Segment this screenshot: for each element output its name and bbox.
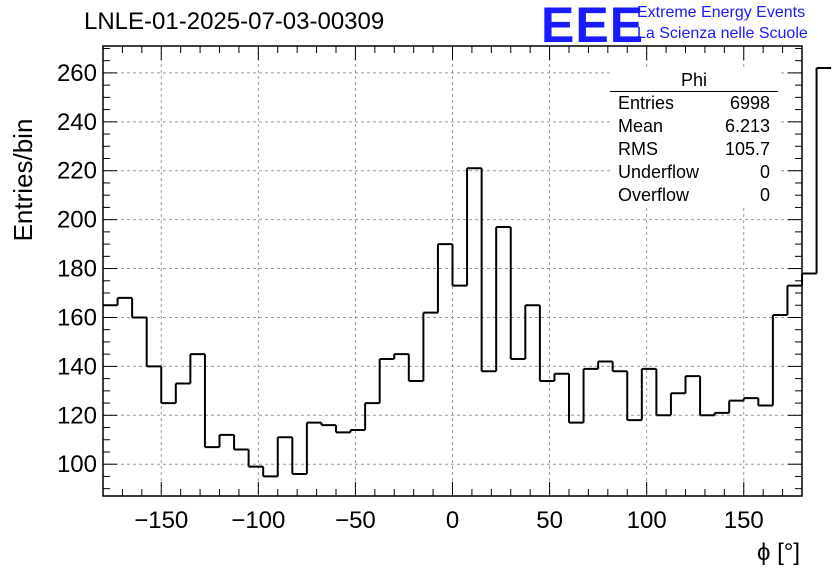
histogram-series bbox=[103, 67, 832, 478]
histogram-bin bbox=[495, 225, 511, 372]
histogram-bin bbox=[233, 434, 249, 451]
histogram-bin bbox=[291, 437, 307, 475]
y-axis-label: Entries/bin bbox=[8, 119, 38, 242]
x-axis-label: ϕ [°] bbox=[757, 539, 800, 566]
histogram-bin bbox=[276, 436, 293, 477]
stats-label: RMS bbox=[618, 139, 658, 159]
histogram-bin bbox=[320, 422, 336, 427]
y-tick-label: 180 bbox=[57, 256, 97, 283]
histogram-bin bbox=[393, 353, 409, 360]
stats-value: 0 bbox=[759, 185, 770, 205]
histogram-bin bbox=[451, 244, 468, 287]
y-tick-label: 160 bbox=[57, 304, 97, 331]
histogram-bin bbox=[160, 366, 176, 405]
stats-label: Underflow bbox=[618, 162, 700, 182]
x-tick-label: −100 bbox=[231, 507, 285, 534]
histogram-bin bbox=[203, 354, 220, 449]
eee-logo: EEE bbox=[541, 0, 645, 53]
histogram-bin bbox=[335, 425, 351, 434]
chart-title: LNLE-01-2025-07-03-00309 bbox=[84, 8, 385, 35]
histogram-bin bbox=[771, 314, 788, 406]
histogram-bin bbox=[713, 411, 730, 416]
stats-row-rms: RMS 105.7 bbox=[610, 138, 778, 161]
stats-value: 6998 bbox=[729, 93, 770, 113]
x-tick-label: 0 bbox=[446, 507, 459, 534]
y-tick-label: 120 bbox=[57, 402, 97, 429]
stats-row-overflow: Overflow 0 bbox=[610, 184, 778, 207]
histogram-bin bbox=[174, 382, 191, 404]
y-tick-label: 240 bbox=[57, 109, 97, 136]
histogram-bin bbox=[815, 67, 832, 274]
histogram-bin bbox=[436, 243, 453, 313]
histogram-bin bbox=[640, 367, 657, 421]
histogram-bin bbox=[131, 297, 147, 319]
histogram-bin bbox=[611, 361, 628, 373]
x-tick-label: −150 bbox=[134, 507, 188, 534]
y-tick-label: 220 bbox=[57, 158, 97, 185]
histogram-bin bbox=[116, 296, 133, 306]
histogram-bin bbox=[480, 168, 497, 373]
eee-tagline-1: Extreme Energy Events bbox=[637, 4, 806, 21]
histogram-bin bbox=[801, 272, 817, 286]
y-tick-label: 140 bbox=[57, 353, 97, 380]
histogram-bin bbox=[538, 305, 555, 383]
histogram-bin bbox=[728, 399, 744, 413]
stats-value: 0 bbox=[759, 162, 770, 182]
stats-label: Overflow bbox=[618, 185, 690, 205]
histogram-bin bbox=[349, 428, 366, 433]
histogram-bin bbox=[247, 449, 264, 468]
histogram-bin bbox=[466, 167, 482, 286]
stats-label: Entries bbox=[618, 93, 675, 113]
x-tick-label: 50 bbox=[536, 507, 563, 534]
stats-box: Phi Entries 6998 Mean 6.213 RMS 105.7 Un… bbox=[610, 69, 778, 207]
histogram-bin bbox=[655, 368, 671, 417]
stats-value: 6.213 bbox=[724, 116, 770, 136]
y-tick-label: 200 bbox=[57, 207, 97, 234]
histogram-bin bbox=[262, 466, 278, 478]
stats-row-entries: Entries 6998 bbox=[610, 92, 778, 115]
histogram-bin bbox=[407, 354, 424, 383]
histogram-bin bbox=[218, 433, 235, 448]
stats-title: Phi bbox=[610, 69, 778, 92]
histogram-bin bbox=[597, 360, 613, 369]
eee-tagline-2: La Scienza nelle Scuole bbox=[637, 25, 808, 42]
histogram-bin bbox=[742, 397, 759, 401]
histogram-bin bbox=[422, 311, 438, 382]
histogram-bin bbox=[189, 353, 205, 384]
y-tick-label: 260 bbox=[57, 60, 97, 87]
histogram-bin bbox=[509, 226, 526, 361]
axis-ticks bbox=[102, 46, 803, 496]
histogram-bin bbox=[524, 304, 540, 360]
histogram-bin bbox=[145, 317, 162, 368]
histogram-bin bbox=[786, 284, 802, 316]
histogram-bin bbox=[378, 358, 395, 404]
tick-labels: −150 −100 −50 0 50 100 150 100 120 140 160 180 200 22… bbox=[57, 60, 764, 534]
histogram-bin bbox=[568, 373, 584, 424]
histogram-bin bbox=[669, 392, 686, 416]
stats-row-mean: Mean 6.213 bbox=[610, 115, 778, 138]
stats-row-underflow: Underflow 0 bbox=[610, 161, 778, 184]
x-tick-label: 150 bbox=[724, 507, 764, 534]
x-tick-label: −50 bbox=[335, 507, 376, 534]
x-tick-label: 100 bbox=[627, 507, 667, 534]
histogram-bin bbox=[699, 376, 715, 417]
histogram-bin bbox=[553, 372, 569, 382]
histogram-bin bbox=[626, 371, 642, 422]
stats-label: Mean bbox=[618, 116, 664, 136]
y-tick-label: 100 bbox=[57, 451, 97, 478]
histogram-bin bbox=[757, 398, 773, 407]
histogram-bin bbox=[364, 402, 380, 430]
histogram-bin bbox=[582, 367, 599, 423]
histogram-bin bbox=[305, 421, 322, 474]
stats-value: 105.7 bbox=[724, 139, 770, 159]
histogram-bin bbox=[684, 375, 701, 394]
